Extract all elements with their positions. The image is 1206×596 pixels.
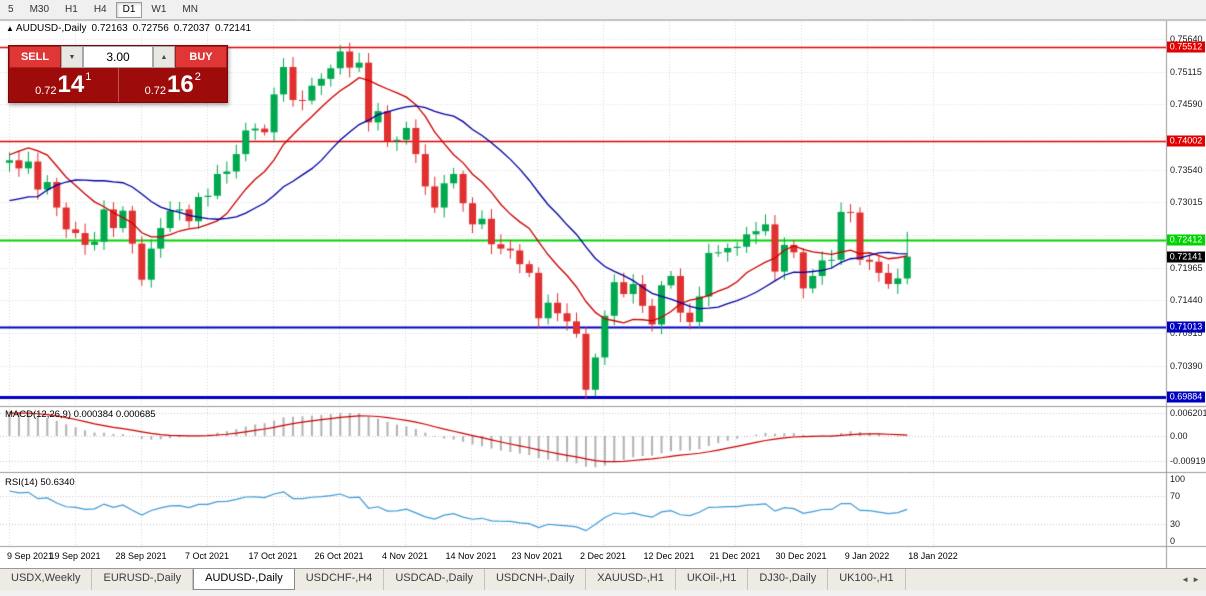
price-axis-label: 0.73540 [1170,164,1203,175]
price-axis-label: 0.75115 [1170,66,1202,77]
tab-usdcnh-daily[interactable]: USDCNH-,Daily [485,569,587,590]
price-chart-canvas[interactable] [0,20,1206,568]
tab-xauusd-h1[interactable]: XAUUSD-,H1 [586,569,676,590]
date-axis-label: 19 Sep 2021 [49,551,101,561]
trade-panel-controls: SELL ▼ ▲ BUY [9,46,227,68]
volume-input[interactable] [83,46,153,68]
date-axis-label: 12 Dec 2021 [643,551,695,561]
tab-usdcad-daily[interactable]: USDCAD-,Daily [384,569,485,590]
one-click-trade-panel: SELL ▼ ▲ BUY 0.72 14 1 0.72 16 2 [8,45,228,103]
chart-tabs: USDX,Weekly EURUSD-,Daily AUDUSD-,Daily USD… [0,569,906,590]
tab-scroll-left-icon[interactable]: ◄ [1181,575,1190,584]
resistance-line-label: 0.75512 [1167,41,1205,53]
date-axis-label: 21 Dec 2021 [709,551,761,561]
date-axis-label: 17 Oct 2021 [248,551,298,561]
date-axis-label: 9 Sep 2021 [7,551,54,561]
ohlc-close: 0.72141 [214,23,252,34]
macd-label: MACD(12,26,9) 0.000384 0.000685 [5,409,156,420]
support-line-label: 0.69884 [1167,391,1205,403]
chart-tabs-bar: USDX,Weekly EURUSD-,Daily AUDUSD-,Daily USD… [0,568,1206,590]
price-axis-label: 0.71440 [1170,295,1203,306]
buy-price-big-digits: 16 [167,71,194,98]
chevron-up-icon: ▲ [160,53,168,61]
macd-axis-label: 0.00 [1170,431,1188,441]
support-line-label: 0.71013 [1167,321,1205,333]
date-axis-label: 7 Oct 2021 [184,551,230,561]
sell-price-prefix: 0.72 [35,85,57,97]
buy-price[interactable]: 0.72 16 2 [117,68,228,102]
tab-audusd-daily[interactable]: AUDUSD-,Daily [193,569,295,590]
tab-usdchf-h4[interactable]: USDCHF-,H4 [295,569,385,590]
sell-price-big-digits: 14 [57,71,85,98]
chart-region: ▲ AUDUSD-,Daily 0.72163 0.72756 0.72037 0.721… [0,20,1206,568]
date-axis-label: 9 Jan 2022 [844,551,890,561]
sell-button[interactable]: SELL [9,46,61,68]
price-axis-label: 0.73015 [1170,197,1203,208]
volume-increase-button[interactable]: ▲ [153,46,175,68]
macd-axis-label: -0.00919 [1170,456,1206,466]
rsi-label: RSI(14) 50.6340 [5,477,75,488]
date-axis-label: 23 Nov 2021 [511,551,563,561]
ohlc-open: 0.72163 [91,23,128,34]
chart-header: ▲ AUDUSD-,Daily 0.72163 0.72756 0.72037 0.721… [6,23,256,34]
date-axis-label: 4 Nov 2021 [381,551,429,561]
timeframe-w1[interactable]: W1 [151,3,167,15]
rsi-axis-label: 30 [1170,519,1181,529]
date-axis-label: 2 Dec 2021 [579,551,627,561]
tab-scroll-right-icon[interactable]: ► [1192,575,1200,584]
rsi-axis-label: 0 [1170,536,1176,546]
chevron-down-icon: ▼ [68,53,76,61]
timeframe-mn[interactable]: MN [182,3,198,15]
timeframe-m30[interactable]: M30 [29,3,50,15]
ohlc-low: 0.72037 [173,23,210,34]
timeframe-h1[interactable]: H1 [65,3,78,15]
support-line-label: 0.72412 [1167,234,1205,246]
trade-panel-prices: 0.72 14 1 0.72 16 2 [9,68,227,102]
tab-ukoil-h1[interactable]: UKOil-,H1 [676,569,749,590]
date-axis-label: 26 Oct 2021 [314,551,364,561]
price-axis-label: 0.70390 [1170,360,1203,371]
date-axis-label: 28 Sep 2021 [115,551,167,561]
rsi-axis-label: 100 [1170,474,1186,484]
tab-eurusd-daily[interactable]: EURUSD-,Daily [92,569,194,590]
tab-dj30-daily[interactable]: DJ30-,Daily [748,569,829,590]
volume-decrease-button[interactable]: ▼ [61,46,83,68]
price-axis-label: 0.71965 [1170,262,1203,273]
date-axis-label: 30 Dec 2021 [775,551,827,561]
resistance-line-label: 0.74002 [1167,135,1205,147]
tab-usdx-weekly[interactable]: USDX,Weekly [0,569,93,590]
timeframe-toolbar: 5 M30 H1 H4 D1 W1 MN [0,0,1206,20]
symbol-marker-icon: ▲ [6,24,14,33]
timeframe-5[interactable]: 5 [8,3,14,15]
tab-uk100-h1[interactable]: UK100-,H1 [828,569,906,590]
price-axis-label: 0.74590 [1170,99,1203,110]
timeframe-h4[interactable]: H4 [93,3,107,15]
date-axis-label: 14 Nov 2021 [445,551,497,561]
buy-button[interactable]: BUY [175,46,227,68]
chart-title: AUDUSD-,Daily [15,23,87,34]
timeframe-d1[interactable]: D1 [115,1,143,18]
buy-price-pip-digit: 2 [194,71,201,83]
price-axis-label: 0.75640 [1170,34,1203,45]
date-axis-label: 18 Jan 2022 [908,551,958,561]
tab-scroll-controls: ◄ ► [1175,569,1206,590]
sell-price[interactable]: 0.72 14 1 [9,68,118,102]
rsi-axis-label: 70 [1170,491,1181,501]
sell-price-pip-digit: 1 [85,71,92,83]
ohlc-high: 0.72756 [132,23,169,34]
price-axis-label: 0.70915 [1170,327,1203,338]
current-price-label: 0.72141 [1167,251,1205,263]
macd-axis-label: 0.006201 [1170,408,1206,418]
buy-price-prefix: 0.72 [144,85,167,97]
